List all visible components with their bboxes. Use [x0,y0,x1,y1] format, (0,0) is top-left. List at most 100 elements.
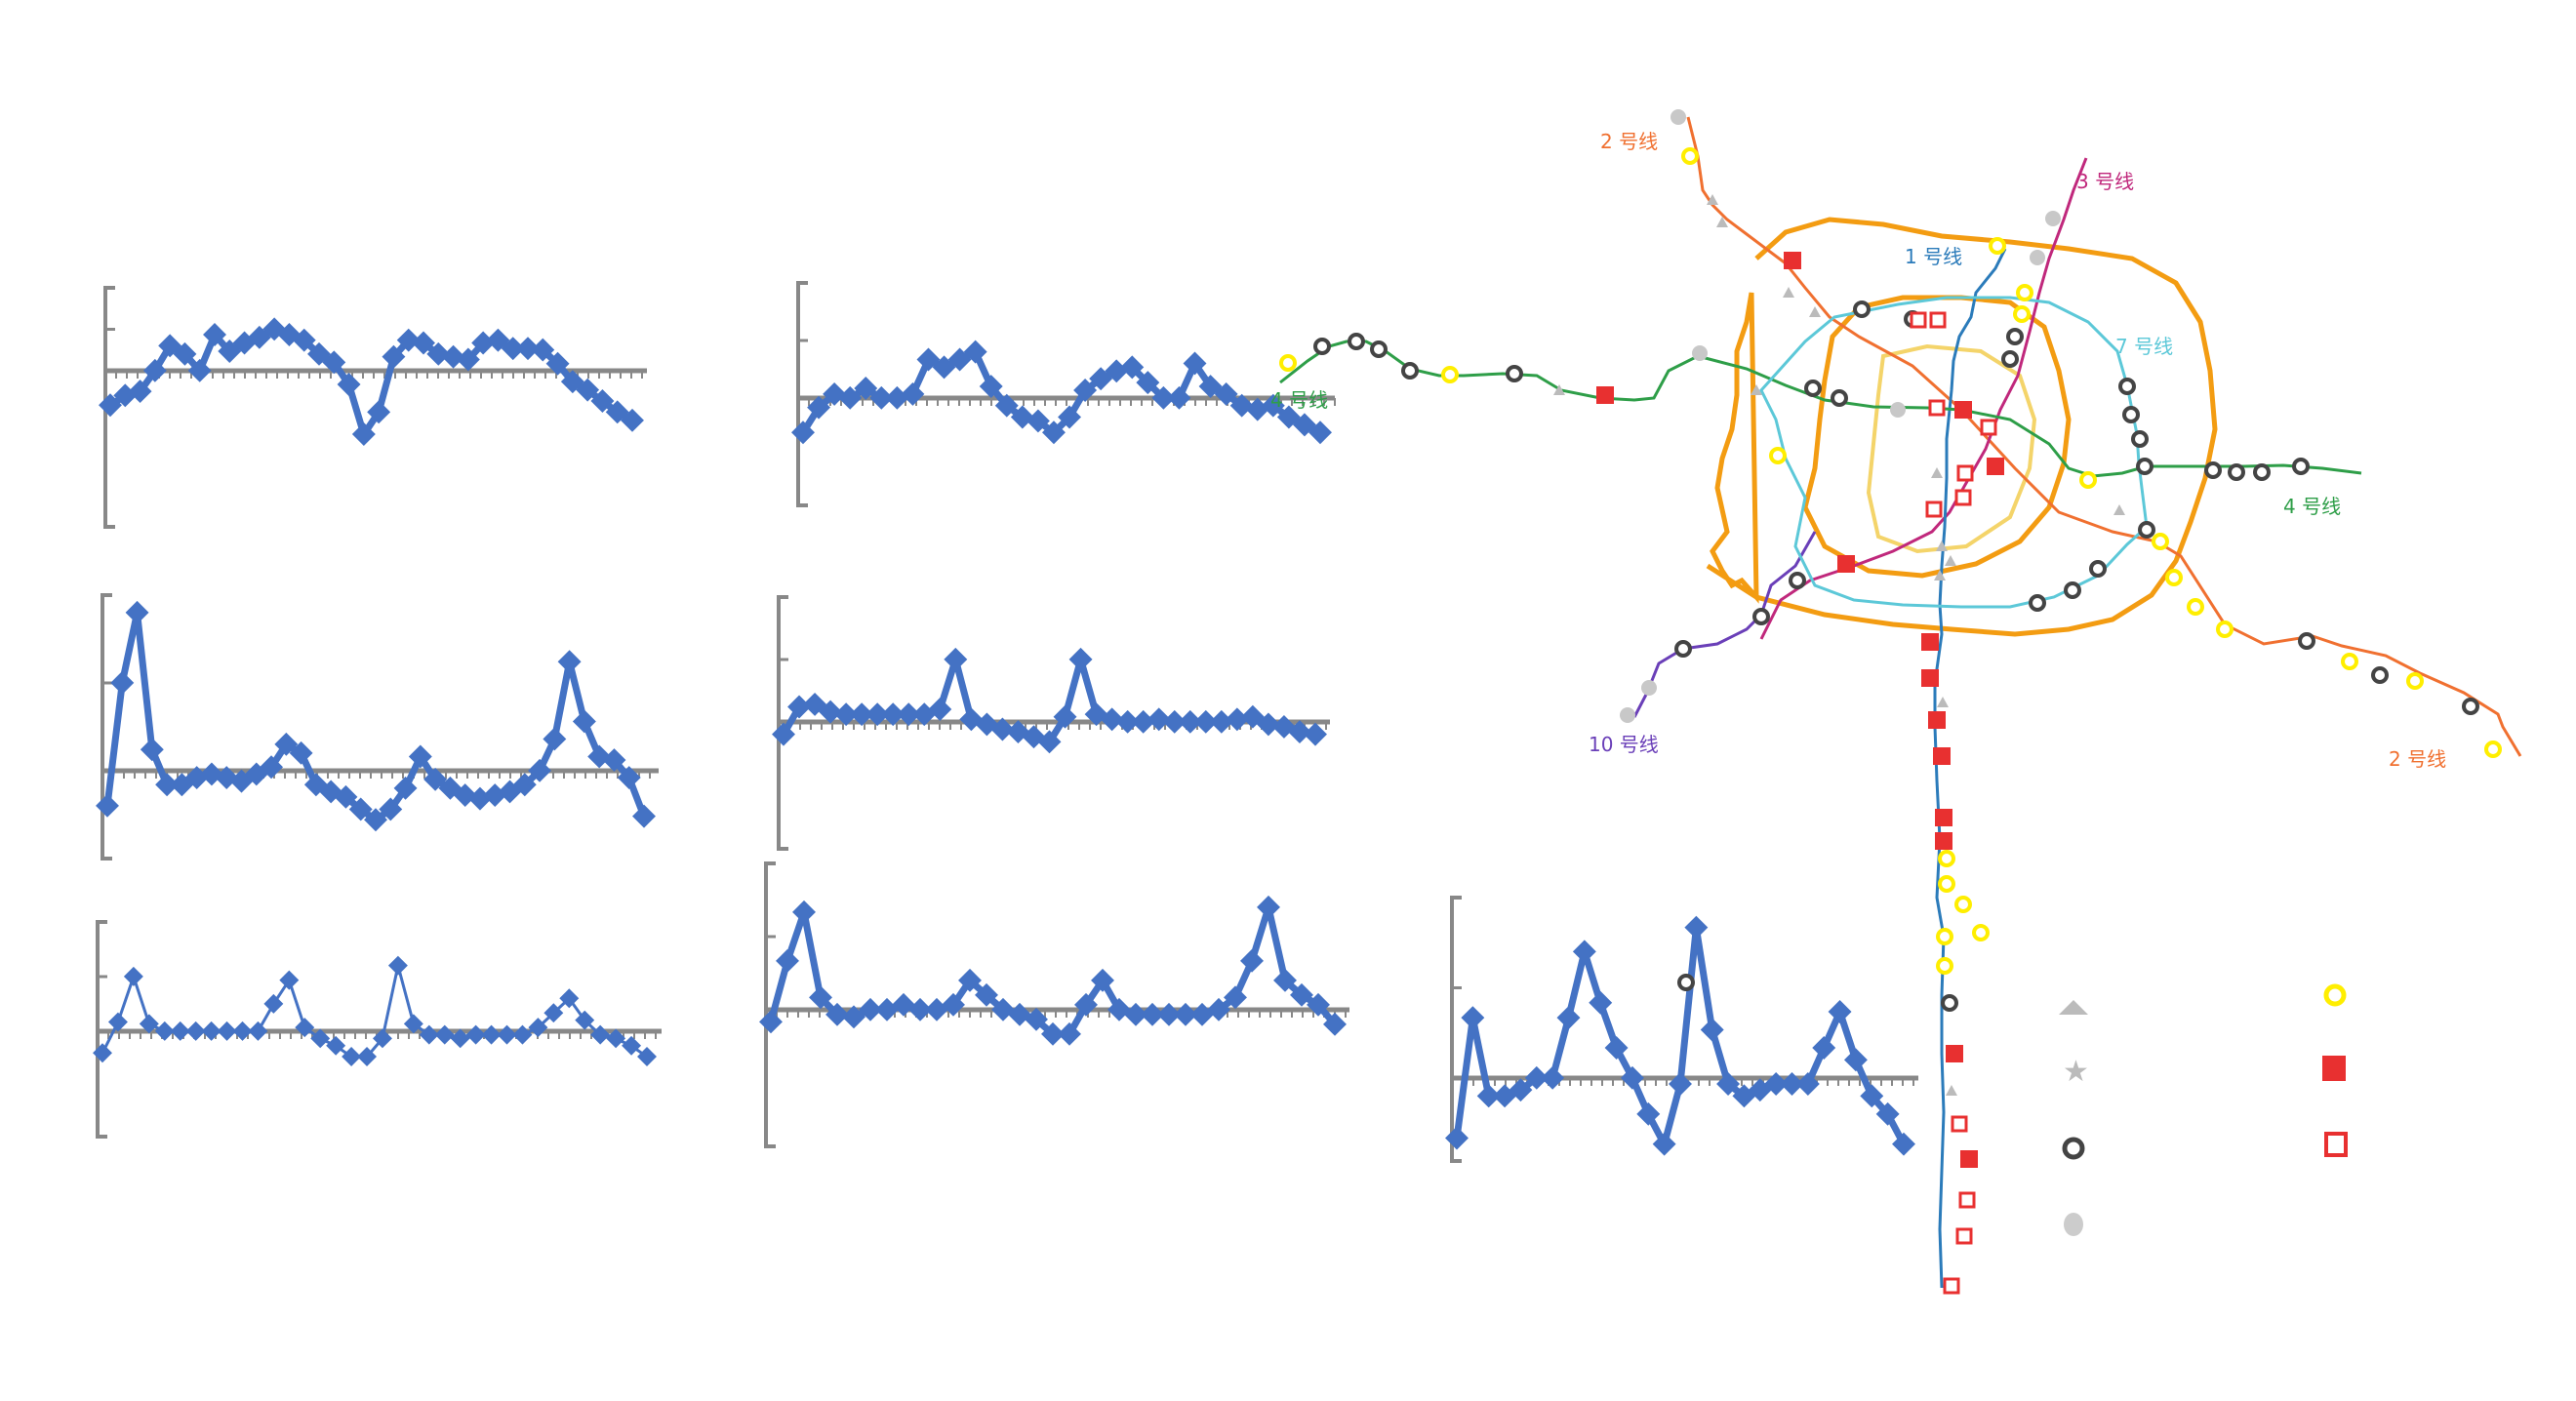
station-transfer [1972,924,1990,941]
line-10-route [1632,531,1817,718]
station-hub-planned [1980,419,1997,436]
y-axis [764,861,776,1148]
line-labels: 2 号线 3 号线 1 号线 7 号线 4 号线 4 号线 10 号线 2 号线 [1270,130,2446,771]
station-transfer [2187,598,2204,616]
station-hub-planned [1928,399,1946,417]
station-minor [1707,194,1718,205]
station-planned [1620,707,1635,723]
data-point [850,702,874,727]
data-point [125,600,149,624]
data-point [543,727,567,751]
data-point [96,793,119,818]
data-point [557,650,582,674]
data-point [396,328,421,352]
data-point [1652,1132,1676,1156]
station-regular [2001,350,2019,368]
station-transfer [2341,653,2358,670]
data-point [1008,1002,1031,1026]
station-regular [2292,458,2310,475]
line-chart-1 [99,286,647,529]
grey-star-icon: ★ [2063,1055,2089,1089]
station-regular [1804,380,1822,397]
data-point [248,1021,268,1041]
data-point [99,393,122,418]
station-minor [1931,467,1943,478]
station-transfer [1989,237,2006,255]
line-4-route [1279,340,2362,478]
station-regular [2131,430,2149,448]
data-point [426,341,451,366]
data-point [260,755,284,780]
station-transfer [1954,896,1972,913]
data-point [379,797,403,821]
data-point [875,997,899,1021]
line-chart-3 [96,593,659,861]
station-transfer [1769,447,1787,464]
station-hub [1946,1045,1963,1062]
station-hub [1987,458,2004,475]
station-transfer [2013,305,2031,323]
data-point [387,955,408,976]
data-point [292,328,316,352]
data-point [1461,1006,1485,1030]
data-point [1875,1101,1900,1126]
station-regular [1752,608,1770,625]
data-point [512,773,537,797]
line-chart-5 [93,920,662,1139]
station-regular [1831,389,1848,407]
data-point [1041,1021,1065,1046]
red-hollow-square-icon [2324,1132,2348,1157]
data-point [637,1047,657,1066]
data-point [897,702,921,727]
station-minor [1936,540,1948,551]
data-point [531,338,555,362]
data-point [1700,1018,1724,1042]
station-transfer [1936,928,1953,945]
station-hub-planned [1943,1277,1960,1295]
station-minor [1716,217,1728,227]
station-regular [2228,463,2245,481]
data-point [901,381,925,406]
station-regular [2138,521,2155,539]
data-point [834,702,859,727]
station-minor [1934,570,1946,580]
line-7-route [1759,296,2149,609]
series-line [1453,924,1908,1148]
station-regular [2118,378,2136,395]
data-point [1541,1065,1565,1090]
data-point [382,344,406,369]
data-point [979,375,1003,399]
data-point [1684,915,1709,940]
data-point [885,385,909,410]
data-point [991,997,1015,1021]
station-transfer [1681,147,1699,165]
data-point [128,380,152,404]
data-point [819,700,843,724]
data-point [187,358,212,382]
station-regular [2122,406,2140,423]
data-point [838,385,863,410]
data-point [1636,1101,1661,1126]
data-point [854,377,878,400]
data-point [1229,393,1254,418]
data-point [393,776,418,800]
data-point [572,709,596,734]
dark-ring-icon [2062,1137,2085,1160]
station-regular [1853,300,1871,318]
data-point [123,966,143,986]
data-point [1167,385,1191,410]
data-point [1068,647,1093,671]
data-point [1240,948,1264,973]
station-planned [2045,211,2061,226]
station-hub [1921,669,1939,687]
station-hub [1933,747,1951,765]
data-point [334,784,358,809]
data-point [528,758,552,782]
data-point [859,997,882,1021]
data-point [809,985,832,1010]
yellow-ring-icon [2323,983,2347,1007]
data-point [1207,997,1230,1021]
station-transfer [2165,569,2183,586]
station-regular [1941,994,1958,1012]
data-point [1124,1002,1147,1026]
